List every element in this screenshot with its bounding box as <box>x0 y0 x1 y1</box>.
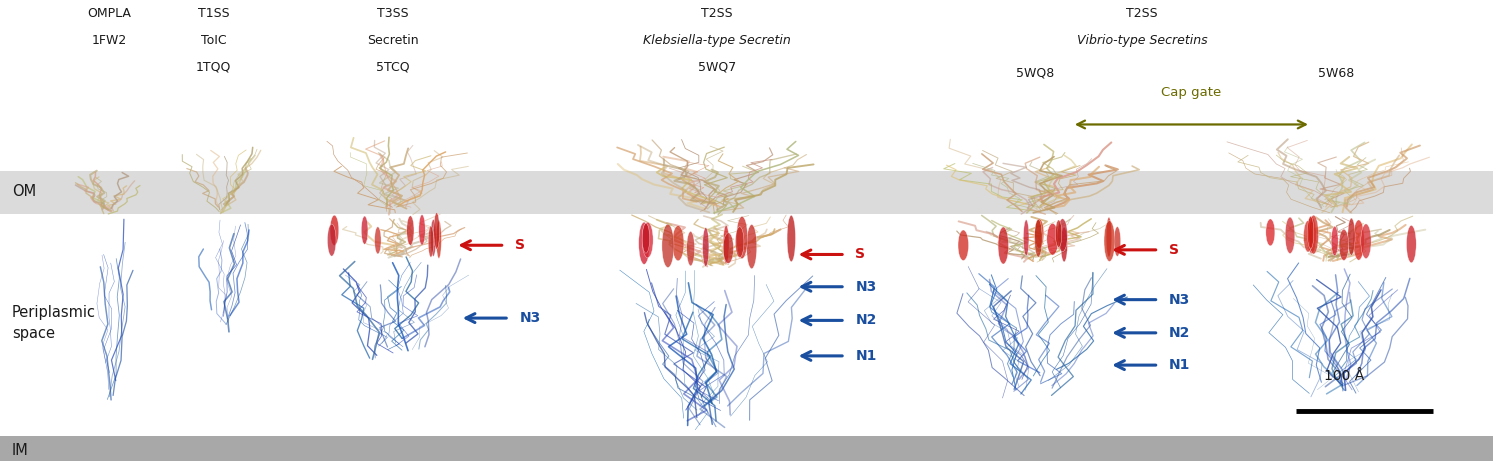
Ellipse shape <box>436 220 442 259</box>
Text: Periplasmic
space: Periplasmic space <box>12 305 96 341</box>
Ellipse shape <box>428 226 433 257</box>
Ellipse shape <box>327 224 336 256</box>
Ellipse shape <box>1353 220 1365 260</box>
Ellipse shape <box>639 222 649 264</box>
Text: 5WQ7: 5WQ7 <box>697 60 736 73</box>
Ellipse shape <box>1348 218 1356 255</box>
Ellipse shape <box>1406 225 1417 263</box>
Ellipse shape <box>406 216 414 245</box>
Ellipse shape <box>1114 227 1121 256</box>
Ellipse shape <box>1103 221 1115 261</box>
Text: Cap gate: Cap gate <box>1162 86 1221 99</box>
Text: N1: N1 <box>855 349 876 363</box>
Ellipse shape <box>1308 216 1314 249</box>
Ellipse shape <box>736 216 748 259</box>
Text: S: S <box>515 238 526 252</box>
Ellipse shape <box>1062 227 1067 262</box>
Text: IM: IM <box>12 443 28 458</box>
Ellipse shape <box>1035 219 1044 248</box>
Ellipse shape <box>642 224 649 253</box>
Text: N1: N1 <box>1169 358 1190 372</box>
Text: 5W68: 5W68 <box>1318 67 1354 80</box>
Text: 100 Å: 100 Å <box>1324 369 1363 383</box>
Text: N2: N2 <box>855 313 876 327</box>
Text: 1TQQ: 1TQQ <box>196 60 231 73</box>
Text: Klebsiella-type Secretin: Klebsiella-type Secretin <box>643 34 790 47</box>
Ellipse shape <box>430 219 436 256</box>
Text: T2SS: T2SS <box>700 7 733 20</box>
Ellipse shape <box>999 227 1008 264</box>
Ellipse shape <box>1339 229 1348 260</box>
Text: Secretin: Secretin <box>367 34 418 47</box>
Text: 1FW2: 1FW2 <box>91 34 127 47</box>
Ellipse shape <box>672 225 684 261</box>
Ellipse shape <box>361 216 367 244</box>
Bar <box>0 436 1493 461</box>
Text: N3: N3 <box>520 311 540 325</box>
Ellipse shape <box>723 225 729 264</box>
Text: S: S <box>855 248 866 261</box>
Text: T3SS: T3SS <box>376 7 409 20</box>
Text: N3: N3 <box>855 280 876 294</box>
Ellipse shape <box>1047 223 1059 255</box>
Text: Vibrio-type Secretins: Vibrio-type Secretins <box>1076 34 1208 47</box>
Ellipse shape <box>1024 220 1029 256</box>
Ellipse shape <box>1035 219 1042 257</box>
Ellipse shape <box>959 230 969 260</box>
Ellipse shape <box>375 227 381 254</box>
Ellipse shape <box>1303 221 1312 252</box>
Ellipse shape <box>1057 219 1067 252</box>
Ellipse shape <box>661 224 673 267</box>
Text: S: S <box>1169 243 1179 257</box>
Bar <box>0 171 1493 214</box>
Ellipse shape <box>703 228 709 266</box>
Ellipse shape <box>687 231 694 266</box>
Text: N2: N2 <box>1169 326 1190 340</box>
Text: OM: OM <box>12 184 36 199</box>
Ellipse shape <box>1266 219 1275 246</box>
Text: OMPLA: OMPLA <box>87 7 131 20</box>
Text: T2SS: T2SS <box>1126 7 1159 20</box>
Ellipse shape <box>736 227 744 258</box>
Ellipse shape <box>1056 220 1062 248</box>
Ellipse shape <box>1360 224 1371 259</box>
Ellipse shape <box>1106 217 1112 257</box>
Text: ToIC: ToIC <box>200 34 227 47</box>
Ellipse shape <box>434 213 439 249</box>
Ellipse shape <box>1306 217 1317 254</box>
Ellipse shape <box>746 225 757 269</box>
Text: 5TCQ: 5TCQ <box>376 60 409 73</box>
Ellipse shape <box>787 215 796 262</box>
Ellipse shape <box>1285 217 1294 254</box>
Ellipse shape <box>330 215 339 246</box>
Text: N3: N3 <box>1169 293 1190 307</box>
Ellipse shape <box>642 222 652 258</box>
Ellipse shape <box>723 233 733 263</box>
Ellipse shape <box>1332 226 1338 256</box>
Ellipse shape <box>420 215 426 245</box>
Text: 5WQ8: 5WQ8 <box>1015 67 1054 80</box>
Text: T1SS: T1SS <box>197 7 230 20</box>
Ellipse shape <box>1309 215 1318 254</box>
